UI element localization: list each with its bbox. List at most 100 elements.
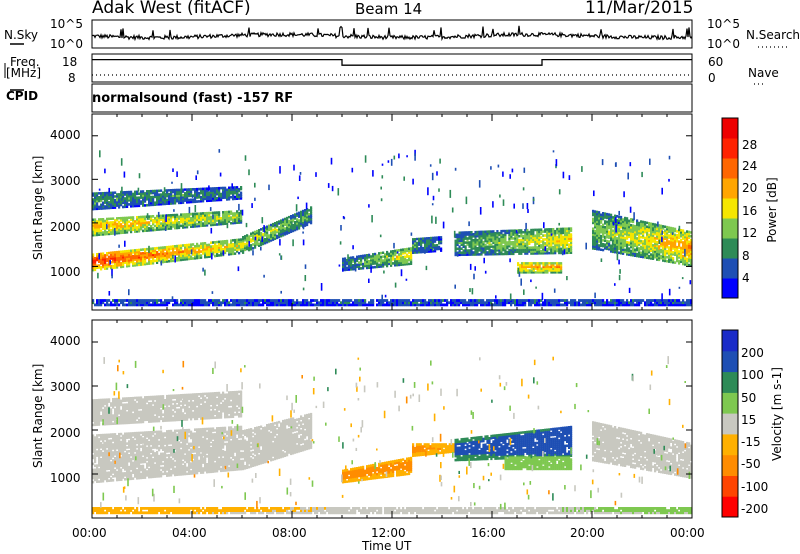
heatmap-cell xyxy=(182,303,185,307)
heatmap-cell xyxy=(480,230,483,234)
heatmap-cell xyxy=(224,212,227,216)
heatmap-cell xyxy=(194,216,197,220)
heatmap-cell xyxy=(418,247,421,250)
heatmap-cell xyxy=(340,301,343,305)
heatmap-cell xyxy=(130,200,133,204)
heatmap-cell xyxy=(646,252,649,256)
heatmap-cell xyxy=(656,235,659,238)
heatmap-cell xyxy=(532,228,535,232)
heatmap-cell xyxy=(132,226,135,229)
heatmap-cell xyxy=(666,233,669,237)
heatmap-cell xyxy=(172,247,175,250)
heatmap-cell xyxy=(148,191,151,195)
heatmap-cell xyxy=(486,230,489,233)
heatmap-cell xyxy=(202,199,205,203)
noise-cell xyxy=(535,286,537,289)
heatmap-cell xyxy=(574,303,577,307)
heatmap-cell xyxy=(168,225,171,228)
heatmap-cell xyxy=(342,301,345,305)
heatmap-cell xyxy=(174,253,177,256)
heatmap-cell xyxy=(664,255,667,259)
noise-cell xyxy=(661,187,663,195)
heatmap-cell xyxy=(186,225,189,229)
heatmap-cell xyxy=(100,256,103,259)
heatmap-cell xyxy=(146,254,149,257)
heatmap-cell xyxy=(610,231,613,234)
heatmap-cell xyxy=(656,256,659,259)
heatmap-cell xyxy=(380,263,383,266)
heatmap-cell xyxy=(512,299,515,302)
heatmap-cell xyxy=(170,202,173,205)
heatmap-cell xyxy=(146,229,149,232)
heatmap-cell xyxy=(482,234,485,238)
heatmap-cell xyxy=(256,231,259,235)
heatmap-cell xyxy=(688,254,691,257)
heatmap-cell xyxy=(168,214,171,217)
heatmap-cell xyxy=(164,216,167,219)
heatmap-cell xyxy=(156,299,159,302)
heatmap-cell xyxy=(354,261,357,265)
heatmap-cell xyxy=(510,301,513,305)
heatmap-cell xyxy=(250,232,253,235)
heatmap-cell xyxy=(642,246,645,249)
heatmap-cell xyxy=(148,258,151,261)
heatmap-cell xyxy=(650,255,653,258)
noise-cell xyxy=(614,283,616,286)
heatmap-cell xyxy=(108,191,111,195)
heatmap-cell xyxy=(472,251,475,254)
heatmap-cell xyxy=(634,242,637,246)
heatmap-cell xyxy=(550,241,553,245)
heatmap-cell xyxy=(214,217,217,220)
heatmap-cell xyxy=(470,299,473,302)
heatmap-cell xyxy=(242,303,245,307)
heatmap-cell xyxy=(108,259,111,262)
heatmap-cell xyxy=(690,248,693,252)
heatmap-cell xyxy=(484,303,487,307)
heatmap-cell xyxy=(490,303,493,307)
heatmap-cell xyxy=(302,211,305,215)
heatmap-cell xyxy=(106,253,109,257)
heatmap-cell xyxy=(162,224,165,227)
heatmap-cell xyxy=(94,259,97,262)
heatmap-cell xyxy=(198,303,201,307)
heatmap-cell xyxy=(600,244,603,248)
heatmap-cell xyxy=(230,218,233,221)
heatmap-cell xyxy=(560,247,563,251)
heatmap-cell xyxy=(202,191,205,195)
heatmap-cell xyxy=(542,238,545,241)
heatmap-cell xyxy=(386,303,389,307)
heatmap-cell xyxy=(124,227,127,230)
heatmap-cell xyxy=(596,303,599,307)
heatmap-cell xyxy=(530,238,533,242)
heatmap-cell xyxy=(462,301,465,305)
heatmap-cell xyxy=(164,223,167,227)
heatmap-cell xyxy=(520,238,523,242)
heatmap-cell xyxy=(96,196,99,199)
heatmap-cell xyxy=(630,218,633,221)
heatmap-cell xyxy=(498,250,501,254)
heatmap-cell xyxy=(480,303,483,307)
heatmap-cell xyxy=(278,301,281,305)
heatmap-cell xyxy=(222,299,225,302)
heatmap-cell xyxy=(288,215,291,219)
heatmap-cell xyxy=(202,222,205,225)
heatmap-cell xyxy=(286,216,289,220)
heatmap-cell xyxy=(560,249,563,253)
heatmap-cell xyxy=(100,299,103,302)
heatmap-cell xyxy=(150,251,153,255)
heatmap-cell xyxy=(366,266,369,270)
heatmap-cell xyxy=(364,303,367,307)
heatmap-cell xyxy=(546,271,549,274)
heatmap-cell xyxy=(690,264,693,267)
heatmap-cell xyxy=(430,299,433,302)
heatmap-cell xyxy=(232,190,235,193)
heatmap-cell xyxy=(168,301,171,305)
heatmap-cell xyxy=(200,220,203,223)
heatmap-cell xyxy=(196,189,199,193)
heatmap-cell xyxy=(104,231,107,234)
heatmap-cell xyxy=(632,248,635,251)
heatmap-cell xyxy=(96,192,99,195)
heatmap-cell xyxy=(594,212,597,215)
heatmap-cell xyxy=(558,301,561,305)
heatmap-cell xyxy=(214,219,217,222)
